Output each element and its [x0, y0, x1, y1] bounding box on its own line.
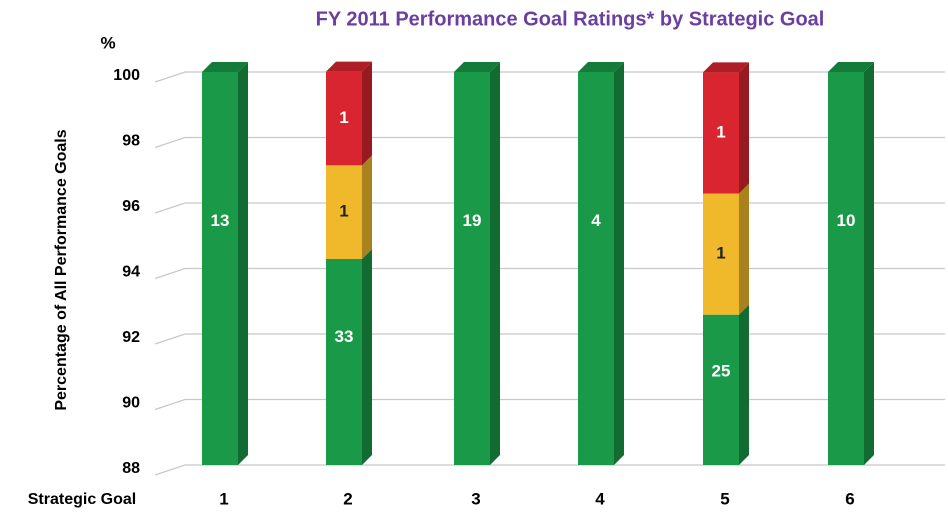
y-unit: %	[100, 33, 115, 52]
grid-line	[154, 202, 945, 214]
bar-segment	[326, 165, 362, 260]
x-tick-label: 6	[845, 489, 854, 508]
data-label: 33	[335, 327, 354, 346]
bar-side	[490, 62, 500, 465]
x-tick-label: 2	[343, 489, 352, 508]
bar-side	[362, 249, 372, 465]
grid-line	[154, 267, 945, 280]
bar-top	[578, 62, 624, 72]
bar-segment	[578, 72, 614, 465]
y-tick-label: 92	[122, 329, 140, 346]
bar-segment	[326, 259, 362, 465]
y-tick-label: 96	[122, 198, 140, 215]
data-label: 25	[712, 361, 731, 380]
data-label: 4	[591, 211, 601, 230]
grid-line	[154, 333, 945, 345]
data-label: 19	[463, 211, 482, 230]
y-tick-label: 90	[122, 395, 140, 412]
bar-side	[614, 62, 624, 465]
x-tick-label: 3	[471, 489, 480, 508]
data-label: 10	[837, 211, 856, 230]
y-axis-label: Percentage of All Performance Goals	[53, 129, 70, 410]
bar-segment	[703, 314, 739, 465]
bar-segment	[454, 72, 490, 465]
bar-side	[739, 62, 749, 194]
data-label: 13	[211, 211, 230, 230]
x-tick-label: 4	[595, 489, 605, 508]
y-tick-label: 100	[113, 67, 140, 84]
data-label: 1	[339, 202, 348, 221]
bar-side	[238, 62, 248, 465]
grid-line	[154, 136, 945, 149]
x-axis-label: Strategic Goal	[28, 491, 136, 508]
chart-title: FY 2011 Performance Goal Ratings* by Str…	[316, 8, 825, 30]
bar-top	[326, 61, 372, 72]
bar-top	[454, 62, 500, 72]
y-tick-label: 98	[122, 133, 140, 150]
bar-segment	[703, 193, 739, 315]
y-tick-label: 88	[122, 460, 140, 477]
bar-segment	[202, 72, 238, 465]
bar-side	[362, 61, 372, 166]
bar-top	[703, 62, 749, 73]
bar-side	[739, 183, 749, 315]
bar-top	[202, 62, 248, 72]
x-tick-label: 5	[720, 489, 729, 508]
bar-side	[739, 304, 749, 465]
grid-line	[154, 398, 945, 411]
bar-top	[828, 62, 874, 72]
grid-line	[154, 464, 945, 476]
y-tick-label: 94	[122, 264, 140, 281]
bar-side	[362, 155, 372, 260]
bar-segment	[828, 72, 864, 465]
grid-line	[154, 71, 945, 83]
data-label: 1	[716, 244, 725, 263]
data-label: 1	[339, 108, 348, 127]
data-label: 1	[716, 122, 725, 141]
bar-segment	[703, 72, 739, 194]
bar-segment	[326, 71, 362, 166]
x-tick-label: 1	[219, 489, 228, 508]
bar-side	[864, 62, 874, 465]
